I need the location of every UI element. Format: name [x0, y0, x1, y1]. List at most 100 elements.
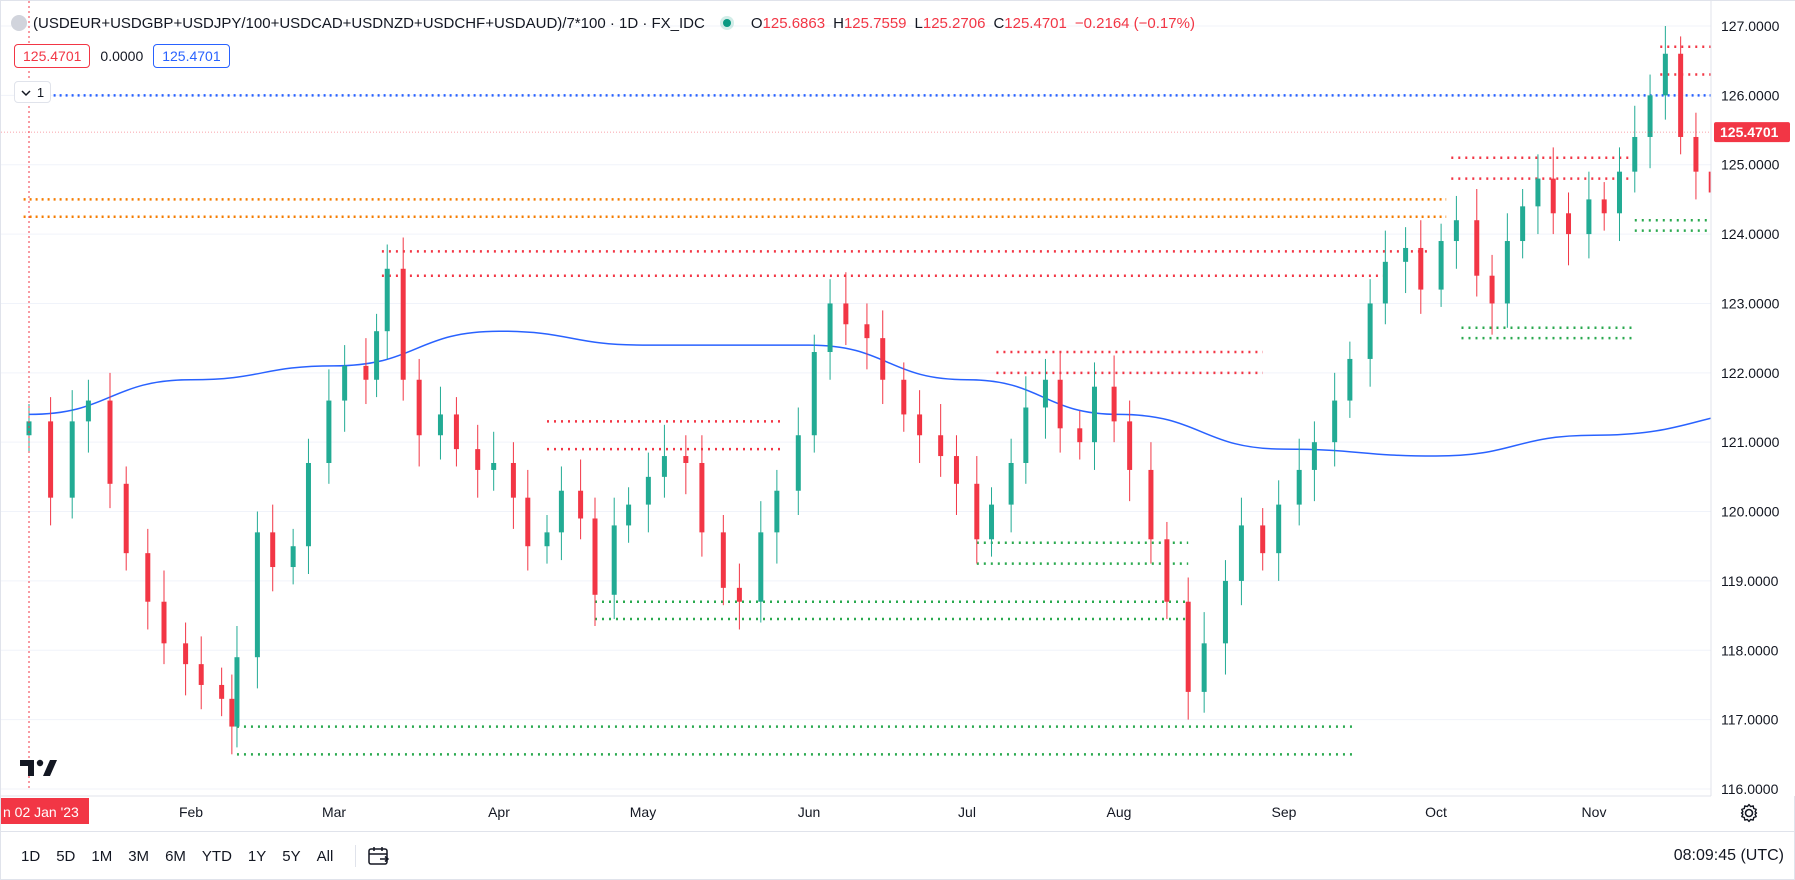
last-price-tag[interactable] [1714, 122, 1790, 143]
candle[interactable] [974, 456, 980, 564]
candle[interactable] [1260, 508, 1266, 571]
candle[interactable] [1091, 362, 1097, 470]
timeframe-1m[interactable]: 1M [91, 847, 113, 865]
candle[interactable] [234, 625, 240, 748]
candle[interactable] [400, 237, 406, 401]
candle[interactable] [827, 279, 833, 380]
candle[interactable] [1586, 171, 1592, 259]
calendar-range-icon[interactable] [366, 843, 392, 869]
candle[interactable] [384, 244, 390, 359]
buy-price-button[interactable]: 125.4701 [153, 44, 230, 68]
candle[interactable] [326, 369, 332, 484]
timeframe-1d[interactable]: 1D [21, 847, 41, 865]
candle[interactable] [254, 511, 260, 689]
candle[interactable] [510, 442, 516, 529]
candle[interactable] [290, 528, 296, 585]
candles[interactable] [26, 26, 1795, 755]
candle[interactable] [611, 497, 617, 620]
candle[interactable] [1662, 26, 1668, 120]
candle[interactable] [525, 469, 531, 571]
candle[interactable] [1647, 74, 1653, 169]
candle[interactable] [544, 515, 550, 564]
utc-clock[interactable]: 08:09:45 (UTC) [1673, 847, 1784, 864]
drawn-levels[interactable] [23, 45, 1795, 756]
candle[interactable] [1008, 438, 1014, 533]
candle[interactable] [1077, 410, 1083, 460]
timeframe-6m[interactable]: 6M [165, 847, 186, 865]
candle[interactable] [1403, 227, 1409, 294]
candle[interactable] [1382, 230, 1388, 325]
candle[interactable] [85, 379, 91, 453]
candle[interactable] [720, 515, 726, 606]
candle[interactable] [1148, 442, 1154, 564]
candle[interactable] [736, 563, 742, 630]
candle[interactable] [592, 497, 598, 626]
candle[interactable] [1111, 355, 1117, 443]
candle[interactable] [145, 528, 151, 630]
candle[interactable] [69, 390, 75, 519]
sell-price-button[interactable]: 125.4701 [14, 44, 91, 68]
candle[interactable] [161, 570, 167, 665]
candle[interactable] [1296, 438, 1302, 526]
candle[interactable] [1616, 147, 1622, 242]
candle[interactable] [1520, 189, 1526, 259]
candle[interactable] [626, 487, 632, 543]
candle[interactable] [1535, 154, 1541, 235]
candle[interactable] [864, 303, 870, 370]
candle[interactable] [1601, 182, 1607, 231]
candle[interactable] [917, 390, 923, 463]
candle[interactable] [578, 459, 584, 540]
candle[interactable] [475, 424, 481, 498]
candle[interactable] [843, 272, 849, 346]
candle[interactable] [758, 501, 764, 623]
time-cursor-tag[interactable] [1, 798, 89, 824]
candle[interactable] [1453, 195, 1459, 269]
gear-icon[interactable] [1737, 801, 1761, 825]
candle[interactable] [1127, 400, 1133, 502]
candle[interactable] [1023, 376, 1029, 484]
candle[interactable] [683, 435, 689, 495]
candle[interactable] [558, 466, 564, 561]
indicators-collapse-button[interactable]: 1 [14, 81, 51, 103]
timeframe-5d[interactable]: 5D [56, 847, 76, 865]
candle[interactable] [901, 362, 907, 432]
candle[interactable] [305, 438, 311, 574]
candle[interactable] [1311, 421, 1317, 502]
candle[interactable] [1418, 220, 1424, 314]
candle[interactable] [774, 469, 780, 564]
candle[interactable] [1057, 352, 1063, 453]
candle[interactable] [1678, 36, 1684, 155]
candle[interactable] [437, 386, 443, 460]
candle[interactable] [1276, 480, 1282, 581]
candle[interactable] [1238, 497, 1244, 606]
candle[interactable] [1185, 577, 1191, 720]
candle[interactable] [1566, 192, 1572, 266]
candle[interactable] [453, 397, 459, 467]
candle[interactable] [1164, 521, 1170, 620]
candle[interactable] [123, 466, 129, 571]
timeframe-ytd[interactable]: YTD [201, 847, 232, 865]
candle[interactable] [270, 504, 276, 592]
market-status-icon[interactable] [722, 19, 731, 27]
symbol-title[interactable]: (USDEUR+USDGBP+USDJPY/100+USDCAD+USDNZD+… [33, 14, 705, 32]
candle[interactable] [1474, 189, 1480, 297]
candle[interactable] [880, 310, 886, 405]
timeframe-3m[interactable]: 3M [128, 847, 150, 865]
candle[interactable] [953, 435, 959, 516]
candle[interactable] [48, 397, 54, 526]
candle[interactable] [1201, 612, 1207, 713]
candle[interactable] [416, 358, 422, 467]
candle[interactable] [491, 431, 497, 491]
time-axis[interactable]: n 02 Jan '23 Feb Mar Apr May Jun Jul Aug Sep Oct N… [1, 795, 1711, 824]
candle[interactable] [374, 313, 380, 398]
candle[interactable] [183, 622, 189, 696]
candle[interactable] [938, 404, 944, 477]
price-axis[interactable]: 127.0000 126.0000 125.0000 124.0000 123.0000… [1710, 1, 1795, 797]
timeframe-5y[interactable]: 5Y [282, 847, 301, 865]
tradingview-logo[interactable] [18, 756, 58, 780]
candle[interactable] [1367, 279, 1373, 387]
candle[interactable] [363, 338, 369, 405]
candle[interactable] [1550, 147, 1556, 235]
candle[interactable] [989, 487, 995, 557]
candle[interactable] [661, 424, 667, 498]
